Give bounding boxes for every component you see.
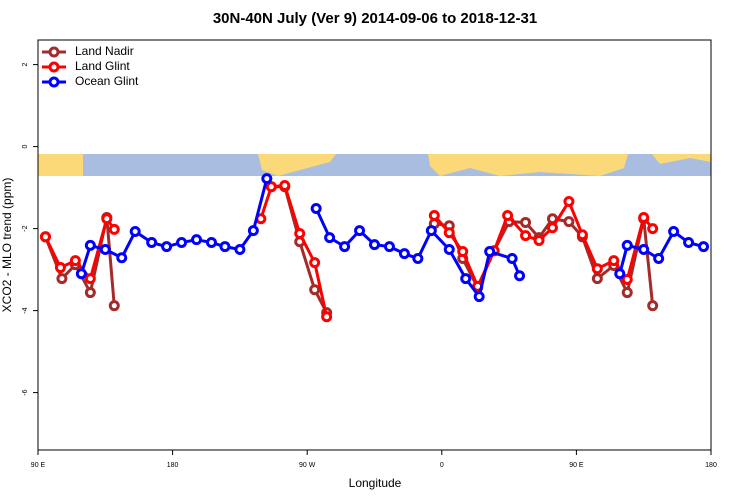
legend-marker [48,46,60,58]
data-point [683,237,695,249]
data-point [309,257,321,269]
y-tick-label: 2 [22,63,29,67]
data-point [108,300,120,312]
data-point [443,244,455,256]
data-point [354,225,366,237]
data-point [191,234,203,246]
data-point [39,231,51,243]
x-tick-label: 90 W [299,462,316,469]
data-point [69,255,81,267]
legend-label: Land Glint [75,59,130,73]
data-point [647,223,659,235]
x-tick-label: 180 [167,462,179,469]
data-point [457,246,469,258]
data-point [265,181,277,193]
y-axis-label: XCO2 - MLO trend (ppm) [0,178,14,313]
data-point [54,262,66,274]
data-point [176,237,188,249]
data-point [219,241,231,253]
data-point [101,213,113,225]
data-point [520,216,532,228]
data-point [591,263,603,275]
data-point [161,241,173,253]
x-tick-label: 180 [705,462,717,469]
data-point [412,253,424,265]
data-point [84,239,96,251]
data-point [339,241,351,253]
data-point [428,209,440,221]
data-point [247,225,259,237]
data-point [398,248,410,260]
legend-marker [48,61,60,73]
data-point [647,300,659,312]
legend-marker [48,76,60,88]
data-point [484,246,496,258]
data-point [614,268,626,280]
data-point [460,273,472,285]
x-axis-label: Longitude [349,476,402,490]
data-point [638,212,650,224]
data-point [520,230,532,242]
data-point [383,241,395,253]
data-point [533,234,545,246]
data-point [108,223,120,235]
plot-frame [37,39,712,451]
data-point [608,255,620,267]
data-point [369,239,380,251]
data-point [279,180,291,192]
y-tick-label: -4 [22,307,29,313]
data-point [99,244,111,256]
data-point [261,173,273,185]
y-tick-label: -2 [22,225,29,231]
data-point [324,232,336,244]
map-band [38,154,711,176]
series-line [79,178,704,299]
x-tick-label: 90 E [31,462,46,469]
x-tick-label: 0 [440,462,444,469]
data-point [621,239,633,251]
data-point [506,253,518,265]
data-point [443,227,455,239]
data-point [310,203,322,215]
data-point [502,209,514,221]
data-point [56,273,68,285]
data-point [621,273,633,285]
data-point [698,241,710,253]
x-tick-label: 90 E [569,462,584,469]
data-point [129,225,141,237]
data-point [514,270,526,282]
data-point [563,196,575,208]
legend-label: Land Nadir [75,44,134,58]
data-point [425,225,437,237]
data-point [668,225,680,237]
data-point [116,252,128,264]
series-line [44,184,654,318]
data-point [563,216,575,228]
data-point [638,244,650,256]
data-point [473,291,485,303]
chart-title: 30N-40N July (Ver 9) 2014-09-06 to 2018-… [213,10,537,27]
data-point [75,268,87,280]
data-point [84,287,96,299]
data-point [205,237,217,249]
data-point [321,311,333,323]
data-point [84,273,96,285]
data-point [146,237,158,249]
data-point [591,273,603,285]
data-point [234,244,246,256]
data-point [621,287,633,299]
data-point [546,222,558,234]
y-tick-label: 0 [22,145,29,149]
data-point [576,229,588,241]
y-tick-label: -6 [22,389,29,395]
legend-label: Ocean Glint [75,74,139,88]
data-point [294,228,306,240]
data-point [309,284,321,296]
data-point [653,253,665,265]
